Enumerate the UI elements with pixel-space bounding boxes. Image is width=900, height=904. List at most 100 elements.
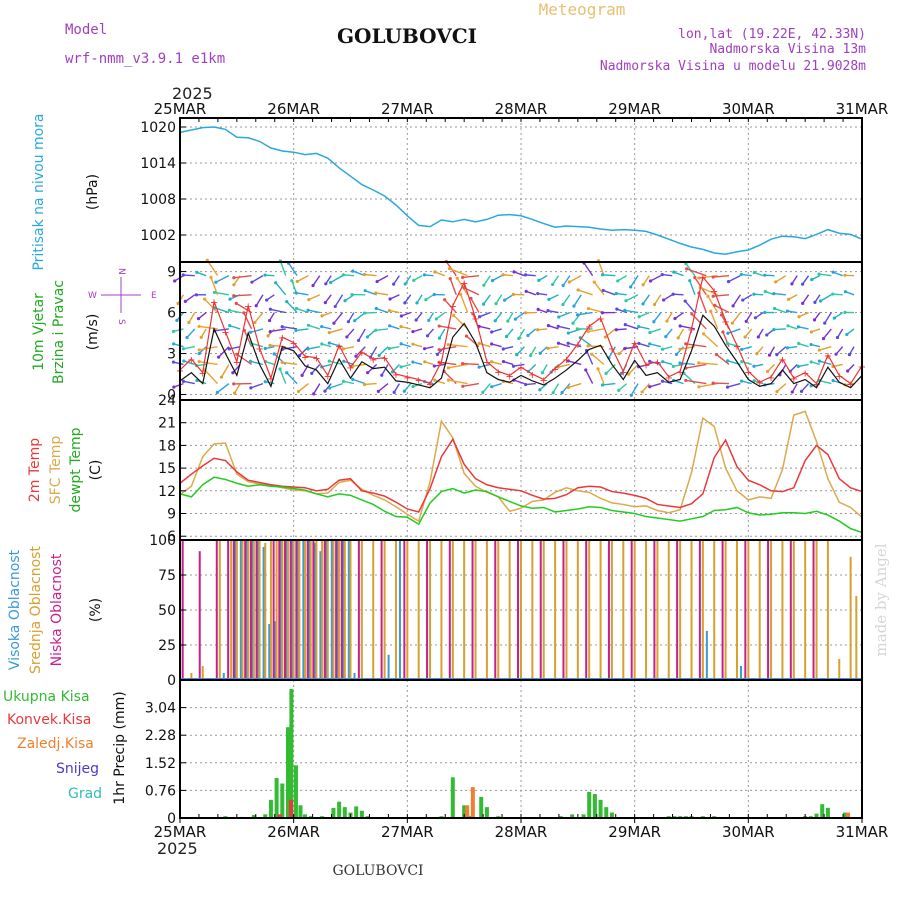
wind-arrow [296, 293, 308, 295]
wind-arrow [446, 262, 456, 276]
wind-arrow-head [265, 298, 268, 301]
low-cloud-bar [585, 540, 587, 680]
mid-cloud-bar [520, 540, 522, 680]
wind-arrow [219, 347, 229, 357]
wind-gust-point: + [221, 328, 229, 339]
wind-arrow-head [461, 362, 464, 365]
mid-cloud-bar [276, 540, 278, 680]
wind-arrow-head [672, 293, 675, 296]
wind-arrow-head [342, 380, 345, 383]
wind-arrow [825, 313, 832, 324]
low-cloud-bar [813, 540, 815, 680]
wind-arrow-head [744, 335, 747, 338]
wind-arrow [461, 294, 468, 312]
wind-arrow-head [342, 360, 345, 363]
wind-arrow [314, 384, 320, 394]
wind-arrow [558, 326, 570, 329]
wind-arrow-head [195, 293, 198, 296]
y-tick-label: 3.04 [145, 701, 176, 717]
low-cloud-bar [472, 540, 474, 680]
wind-arrow-head [552, 391, 555, 394]
wind-arrow [484, 295, 491, 304]
wind-arrow-head [709, 310, 712, 313]
wind-arrow [686, 364, 706, 368]
wind-arrow-head [436, 353, 439, 356]
y-tick-label: 2.28 [145, 728, 176, 744]
wind-arrow [713, 383, 729, 384]
wind-arrow-head [411, 360, 414, 363]
wind-arrow-head [220, 375, 223, 378]
day-label-top: 30MAR [722, 100, 775, 118]
wind-arrow [230, 326, 241, 329]
wind-arrow-head [203, 298, 206, 301]
wind-arrow-head [615, 328, 618, 331]
wind-arrow-head [512, 365, 515, 368]
wind-arrow-head [267, 334, 270, 337]
total-precip-bar [269, 800, 273, 818]
wind-arrow-head [517, 337, 520, 340]
wind-arrow-head [568, 280, 571, 283]
wind-arrow [639, 343, 650, 346]
wind-arrow [603, 275, 616, 276]
mid-cloud-bar [440, 540, 442, 680]
wind-arrow-head [765, 333, 768, 336]
wind-arrow-head [328, 386, 331, 389]
wind-arrow-head [731, 322, 734, 325]
wind-arrow [699, 293, 706, 312]
wind-arrow-head [350, 293, 353, 296]
day-label-bottom: 25MAR [154, 823, 207, 841]
mid-cloud-bar [827, 540, 829, 680]
wind-arrow [376, 309, 388, 313]
wind-arrow-head [678, 361, 681, 364]
wind-arrow-head [424, 298, 427, 301]
wind-arrow-head [818, 348, 821, 351]
y-tick-label: 25 [158, 638, 176, 654]
low-cloud-bar [653, 540, 655, 680]
wind-arrow-head [400, 342, 403, 345]
low-cloud-bar [381, 540, 383, 680]
wind-arrow-head [374, 291, 377, 294]
day-label-top: 28MAR [495, 100, 548, 118]
wind-arrow [777, 384, 786, 392]
wind-arrow-head [831, 292, 834, 295]
elevation-text: Nadmorska Visina 13m [709, 42, 866, 57]
wind-arrow-head [285, 300, 288, 303]
wind-arrow [650, 329, 661, 333]
wind-arrow-head [328, 331, 331, 334]
wind-arrow-head [281, 361, 284, 364]
wind-arrow-head [547, 324, 550, 327]
wind-arrow-head [364, 289, 367, 292]
wind-arrow-head [697, 385, 700, 388]
wind-arrow-head [773, 307, 776, 310]
mid-cloud-bar [759, 540, 761, 680]
station-title: GOLUBOVCI [337, 24, 477, 48]
wind-arrow-head [435, 317, 438, 320]
wind-arrow-head [629, 285, 632, 288]
mid-cloud-bar [793, 540, 795, 680]
wind-gust-point: + [824, 351, 832, 362]
wind-arrow [584, 263, 593, 276]
day-label-top: 26MAR [267, 100, 320, 118]
mid-cloud-bar [554, 540, 556, 680]
wind-arrow-head [503, 299, 506, 302]
total-precip-bar [360, 811, 364, 818]
wind-arrow [449, 269, 467, 276]
wind-arrow-head [255, 304, 258, 307]
y-tick-label: 3 [167, 347, 176, 363]
wind-arrow [704, 334, 718, 347]
wind-arrow [483, 384, 490, 393]
temp-unit: (C) [88, 460, 104, 481]
wind-arrow-head [745, 320, 748, 323]
wind-arrow-head [342, 273, 345, 276]
wind-arrow-head [712, 275, 715, 278]
wind-arrow-head [452, 314, 455, 317]
wind-arrow-head [810, 360, 813, 363]
wind-gust-point: + [358, 348, 366, 359]
wind-gust-point: + [517, 363, 525, 374]
wind-arrow [592, 354, 604, 364]
wind-arrow-head [403, 390, 406, 393]
wind-arrow-head [834, 353, 837, 356]
wind-arrow-head [197, 317, 200, 320]
wind-arrow-head [740, 273, 743, 276]
mid-cloud-bar [429, 540, 431, 680]
